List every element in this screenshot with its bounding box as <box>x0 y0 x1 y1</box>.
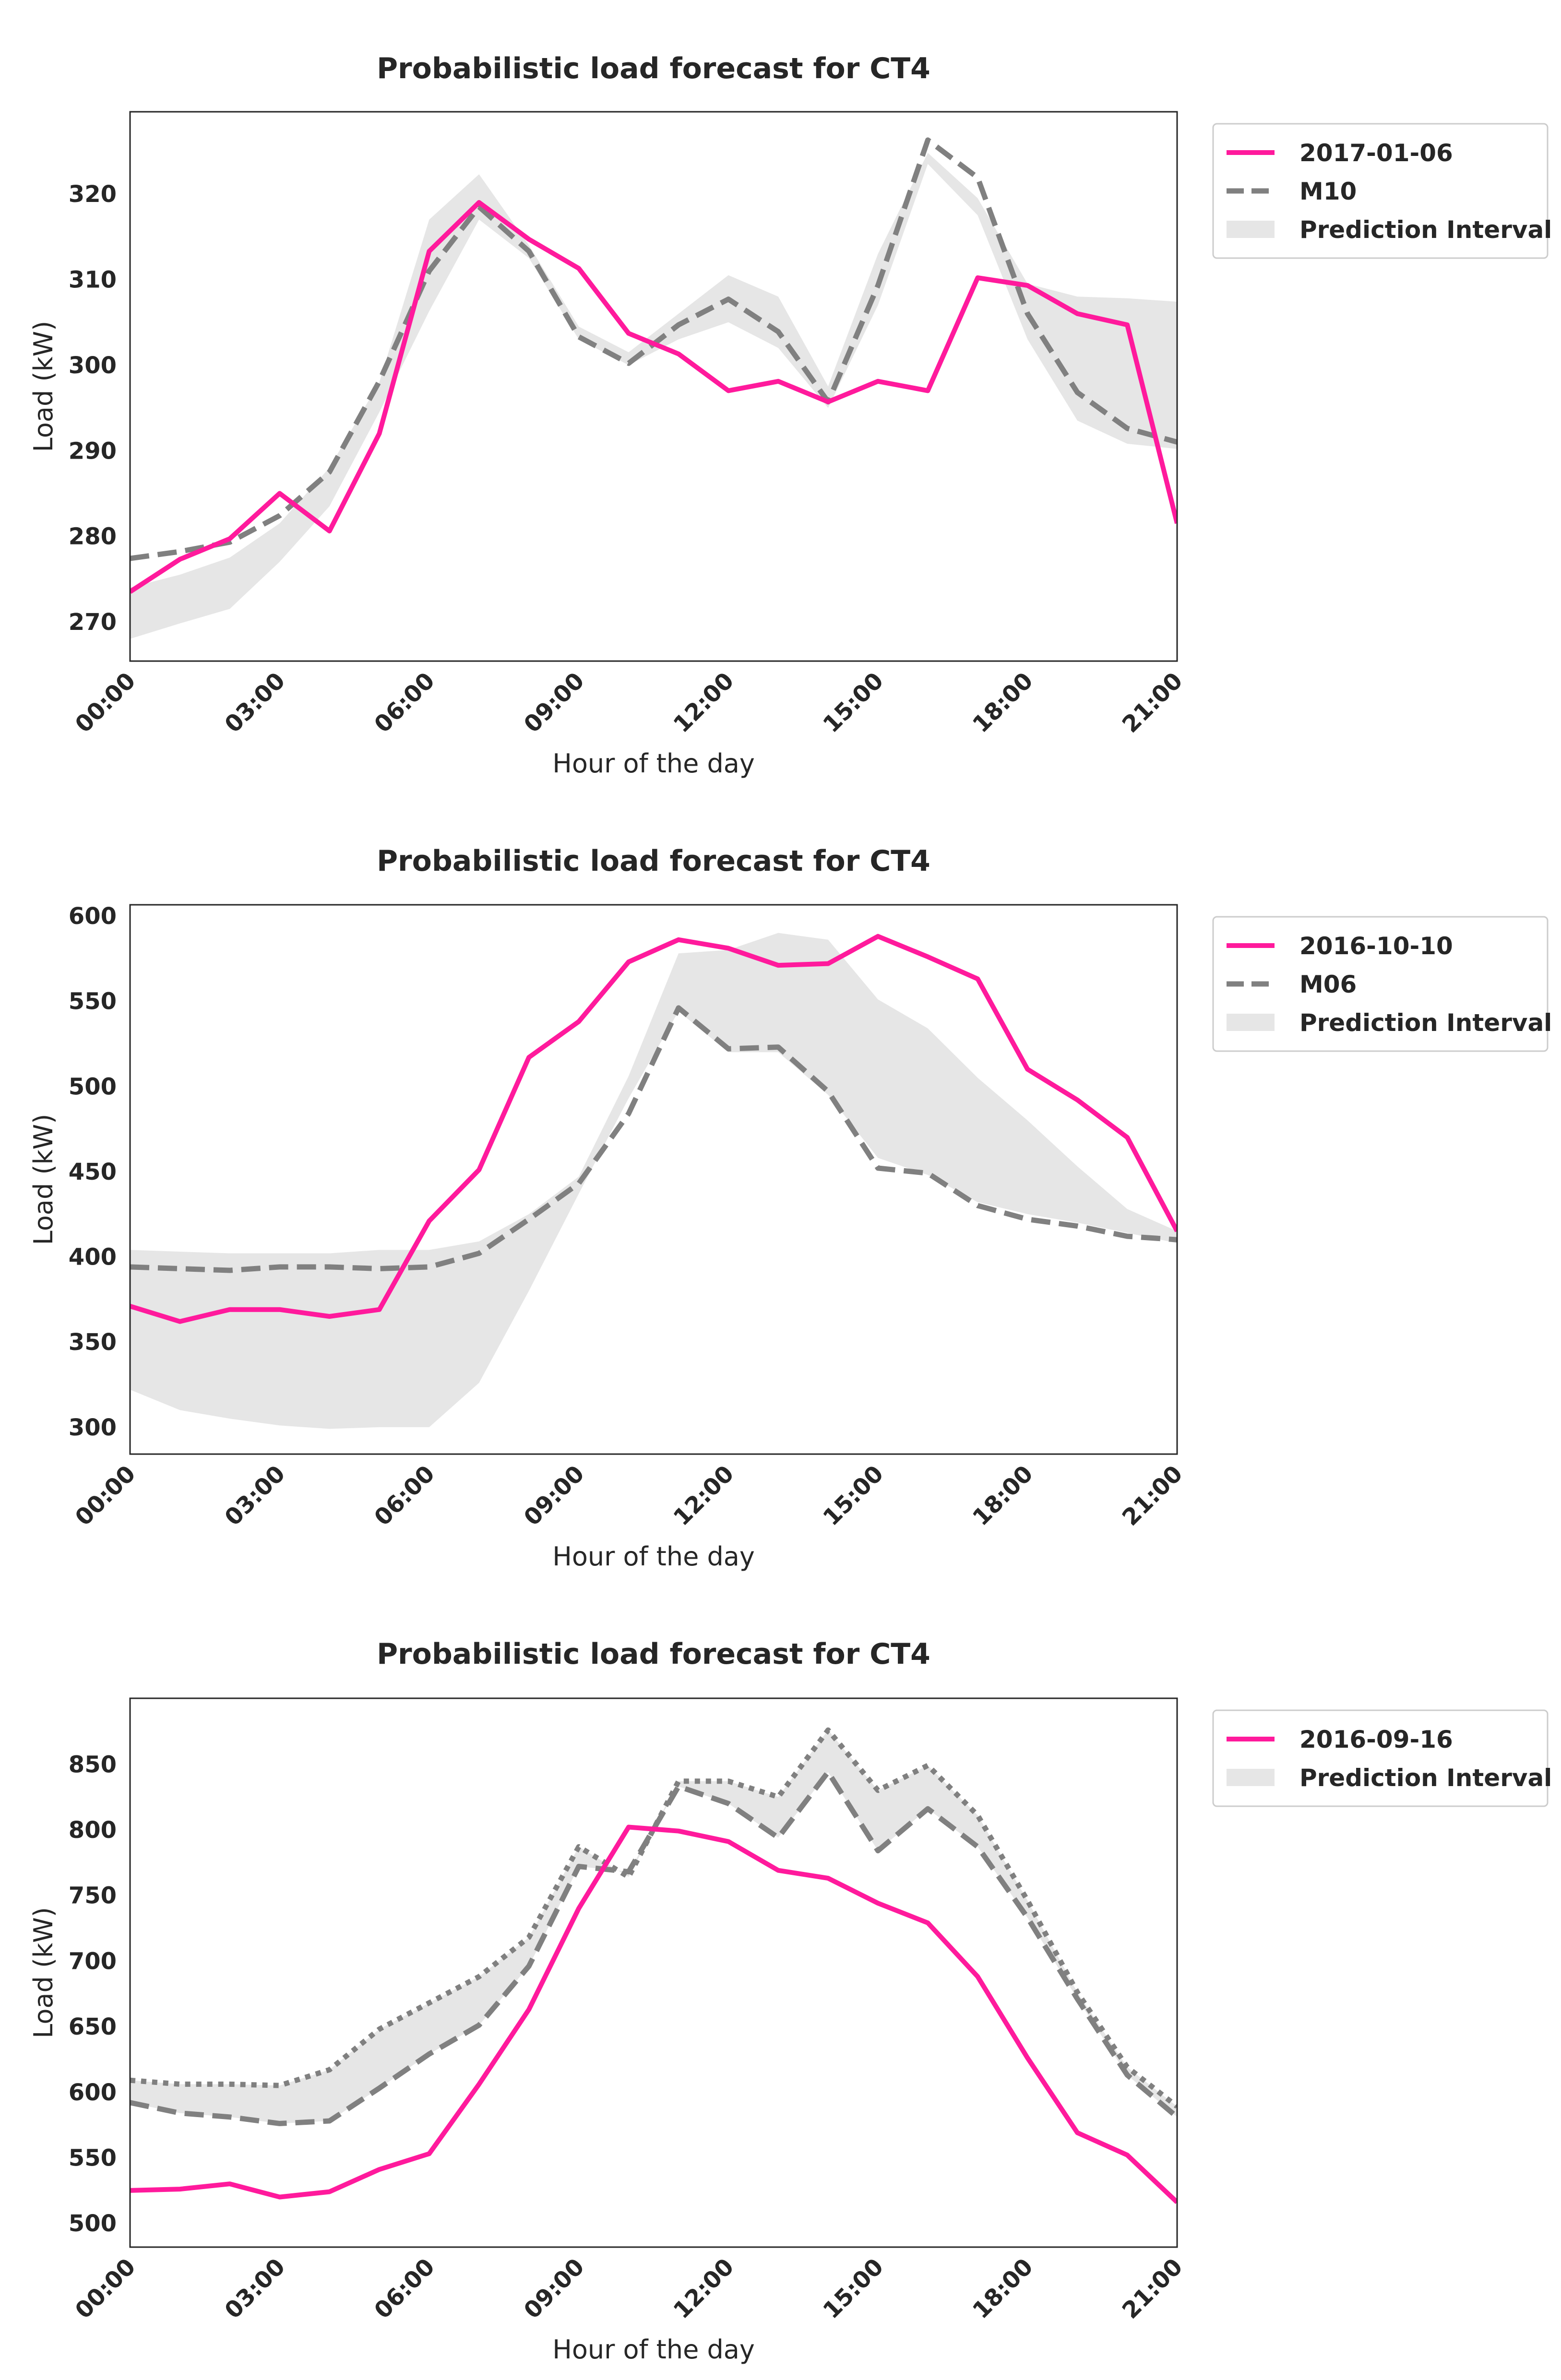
series-line-2016-09-16 <box>130 1824 1177 2204</box>
legend-box <box>1212 916 1549 1052</box>
legend-label: Prediction Interval <box>1299 1009 1552 1037</box>
legend-swatch-patch <box>1227 221 1275 238</box>
x-tick-label: 12:00 <box>668 1460 739 1531</box>
y-tick-label: 550 <box>69 2145 117 2172</box>
x-tick-label: 15:00 <box>818 1460 889 1531</box>
legend: 2016-10-10 M06 Prediction Interval <box>1212 916 1552 1052</box>
y-tick-label: 280 <box>69 523 117 550</box>
legend-label: 2016-10-10 <box>1299 932 1453 960</box>
y-axis-label: Load (kW) <box>28 1907 59 2038</box>
legend-label: Prediction Interval <box>1299 216 1552 244</box>
x-axis-label: Hour of the day <box>552 2334 755 2365</box>
legend-box <box>1212 123 1549 259</box>
series-line-m06 <box>130 1005 1177 1273</box>
legend-item: 2017-01-06 <box>1227 139 1453 167</box>
legend-item: Prediction Interval <box>1227 216 1552 244</box>
legend: 2016-09-16 Prediction Interval <box>1212 1709 1552 1807</box>
x-tick-label: 09:00 <box>519 2253 590 2324</box>
x-tick-label: 03:00 <box>220 667 291 738</box>
chart-title: Probabilistic load forecast for CT4 <box>377 844 930 878</box>
y-tick-label: 300 <box>69 352 117 379</box>
legend-label: M10 <box>1299 178 1357 205</box>
legend-item: Prediction Interval <box>1227 1009 1552 1037</box>
legend-label: 2016-09-16 <box>1299 1726 1453 1753</box>
x-tick-label: 21:00 <box>1117 1460 1188 1531</box>
legend-item: 2016-10-10 <box>1227 932 1453 960</box>
y-tick-label: 750 <box>69 1883 117 1909</box>
x-tick-label: 00:00 <box>70 2253 141 2324</box>
y-tick-label: 550 <box>69 988 117 1015</box>
x-tick-label: 18:00 <box>967 1460 1038 1531</box>
y-tick-label: 800 <box>69 1817 117 1844</box>
y-tick-label: 650 <box>69 2013 117 2040</box>
y-axis-label: Load (kW) <box>28 321 59 452</box>
y-tick-label: 400 <box>69 1244 117 1271</box>
series-line-2016-10-10 <box>130 934 1177 1324</box>
plot-area <box>130 137 1177 639</box>
x-tick-label: 06:00 <box>369 1460 440 1531</box>
chart-panel-2: Probabilistic load forecast for CT4 300 35… <box>28 844 1552 1572</box>
x-tick-label: 09:00 <box>519 667 590 738</box>
legend-item: 2016-09-16 <box>1227 1726 1453 1753</box>
x-tick-label: 00:00 <box>70 667 141 738</box>
chart-title: Probabilistic load forecast for CT4 <box>377 52 930 85</box>
axes-frame <box>129 1697 1178 2248</box>
legend-item: M10 <box>1227 178 1357 205</box>
prediction-interval-band <box>130 933 1177 1429</box>
axes-frame <box>129 904 1178 1455</box>
y-tick-label: 600 <box>69 903 117 930</box>
legend-label: Prediction Interval <box>1299 1764 1552 1792</box>
x-tick-label: 12:00 <box>668 667 739 738</box>
series-line-upper <box>130 1727 1177 2109</box>
x-tick-label: 06:00 <box>369 2253 440 2324</box>
y-tick-label: 500 <box>69 1073 117 1100</box>
y-tick-label: 850 <box>69 1751 117 1778</box>
y-tick-label: 600 <box>69 2079 117 2106</box>
prediction-interval-band <box>130 1730 1177 2124</box>
y-tick-label: 270 <box>69 609 117 636</box>
x-tick-label: 18:00 <box>967 667 1038 738</box>
series-line-2017-01-06 <box>130 200 1177 594</box>
legend-box <box>1212 1709 1549 1807</box>
plot-area <box>130 1727 1177 2204</box>
x-tick-label: 12:00 <box>668 2253 739 2324</box>
y-tick-label: 350 <box>69 1329 117 1356</box>
y-tick-label: 300 <box>69 1414 117 1441</box>
y-tick-label: 700 <box>69 1948 117 1975</box>
legend-label: 2017-01-06 <box>1299 139 1453 167</box>
y-tick-label: 500 <box>69 2210 117 2237</box>
chart-panel-1: Probabilistic load forecast for CT4 270 28… <box>28 52 1552 779</box>
x-tick-label: 15:00 <box>818 2253 889 2324</box>
axes-frame <box>129 111 1178 662</box>
x-tick-label: 06:00 <box>369 667 440 738</box>
y-tick-label: 290 <box>69 438 117 464</box>
x-tick-label: 09:00 <box>519 1460 590 1531</box>
legend-item: M06 <box>1227 971 1357 998</box>
plot-area <box>130 933 1177 1429</box>
chart-panel-3: Probabilistic load forecast for CT4 500 55… <box>28 1637 1552 2365</box>
x-tick-label: 03:00 <box>220 2253 291 2324</box>
prediction-interval-band <box>130 153 1177 639</box>
y-tick-label: 320 <box>69 181 117 208</box>
y-tick-label: 450 <box>69 1159 117 1185</box>
x-tick-label: 21:00 <box>1117 667 1188 738</box>
chart-title: Probabilistic load forecast for CT4 <box>377 1637 930 1671</box>
y-tick-label: 310 <box>69 267 117 294</box>
legend-swatch-patch <box>1227 1014 1275 1031</box>
x-tick-label: 18:00 <box>967 2253 1038 2324</box>
legend-item: Prediction Interval <box>1227 1764 1552 1792</box>
x-axis-label: Hour of the day <box>552 1541 755 1572</box>
x-tick-label: 21:00 <box>1117 2253 1188 2324</box>
x-tick-label: 00:00 <box>70 1460 141 1531</box>
legend: 2017-01-06 M10 Prediction Interval <box>1212 123 1552 259</box>
y-axis-label: Load (kW) <box>28 1114 59 1245</box>
x-tick-label: 15:00 <box>818 667 889 738</box>
legend-swatch-patch <box>1227 1769 1275 1786</box>
x-tick-label: 03:00 <box>220 1460 291 1531</box>
legend-label: M06 <box>1299 971 1357 998</box>
x-axis-label: Hour of the day <box>552 748 755 779</box>
series-line-lower <box>130 1769 1177 2126</box>
